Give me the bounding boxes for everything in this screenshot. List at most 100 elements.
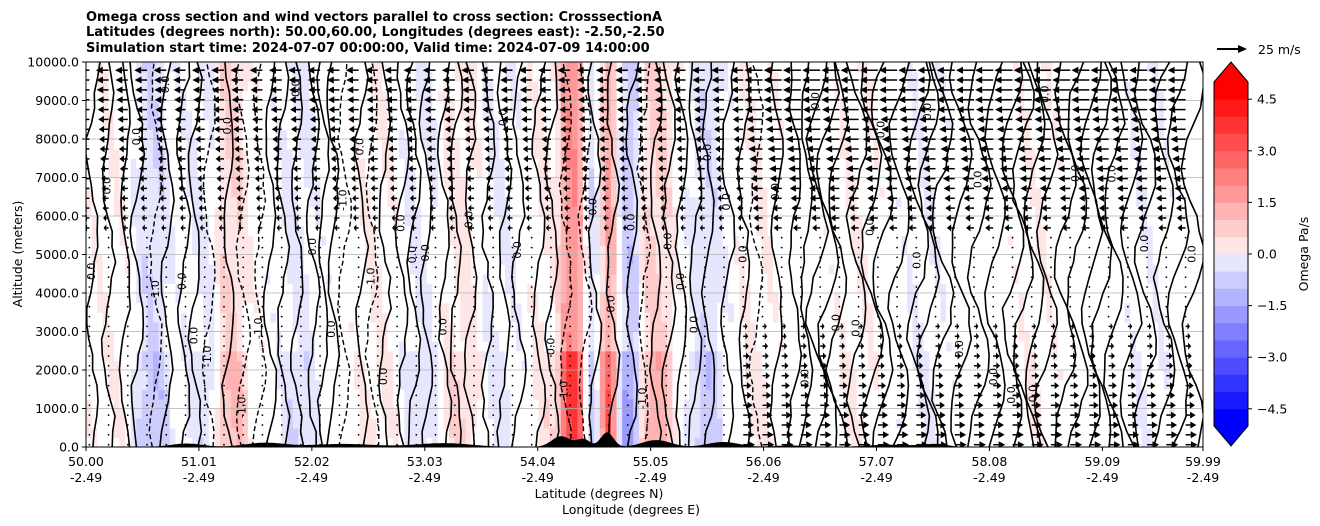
omega-cell xyxy=(197,119,204,130)
omega-cell xyxy=(616,119,623,130)
omega-cell xyxy=(376,71,383,82)
omega-cell xyxy=(320,312,327,323)
omega-cell xyxy=(443,331,450,342)
omega-cell xyxy=(387,90,394,102)
omega-cell xyxy=(555,216,562,227)
omega-cell xyxy=(192,71,199,82)
omega-cell xyxy=(376,100,383,111)
omega-cell xyxy=(583,139,590,150)
omega-cell xyxy=(303,90,310,102)
omega-cell xyxy=(633,283,640,294)
omega-cell xyxy=(571,216,579,227)
omega-cell xyxy=(571,81,579,92)
omega-cell xyxy=(147,196,154,207)
omega-cell xyxy=(208,225,216,236)
omega-cell xyxy=(560,360,567,371)
omega-cell xyxy=(426,360,433,371)
omega-cell xyxy=(287,177,294,188)
omega-cell xyxy=(415,408,422,419)
omega-cell xyxy=(113,379,121,390)
omega-cell xyxy=(549,187,556,198)
omega-cell xyxy=(717,244,724,256)
omega-cell xyxy=(594,139,601,150)
omega-cell xyxy=(225,187,232,198)
omega-cell xyxy=(678,177,685,188)
omega-cell xyxy=(739,321,746,333)
omega-cell xyxy=(717,167,724,179)
omega-cell xyxy=(175,293,182,304)
omega-cell xyxy=(130,235,137,246)
omega-cell xyxy=(409,62,417,73)
omega-cell xyxy=(543,216,551,227)
omega-cell xyxy=(342,110,350,121)
omega-cell xyxy=(281,90,288,102)
omega-cell xyxy=(493,293,500,304)
omega-cell xyxy=(130,408,137,419)
omega-cell xyxy=(717,427,724,438)
omega-cell xyxy=(460,148,467,159)
omega-cell xyxy=(672,321,679,333)
omega-cell xyxy=(638,379,646,390)
omega-cell xyxy=(203,312,210,323)
omega-cell xyxy=(186,370,193,381)
omega-cell xyxy=(610,119,618,130)
omega-cell xyxy=(476,119,484,130)
omega-cell xyxy=(153,254,160,265)
omega-cell xyxy=(292,177,299,188)
omega-cell xyxy=(700,235,707,246)
omega-cell xyxy=(594,389,601,400)
omega-cell xyxy=(192,206,199,217)
omega-cell xyxy=(488,312,495,323)
omega-cell xyxy=(454,254,461,265)
omega-cell xyxy=(571,244,579,256)
omega-cell xyxy=(337,293,344,304)
omega-cell xyxy=(153,283,160,294)
omega-cell xyxy=(192,196,199,207)
omega-cell xyxy=(756,129,763,140)
omega-cell xyxy=(415,110,422,121)
omega-cell xyxy=(700,90,707,102)
omega-cell xyxy=(220,100,227,111)
omega-cell xyxy=(192,254,199,265)
omega-cell xyxy=(504,379,512,390)
omega-cell xyxy=(337,254,344,265)
omega-cell xyxy=(281,321,288,333)
omega-cell xyxy=(750,90,757,102)
omega-cell xyxy=(242,331,249,342)
omega-cell xyxy=(130,187,137,198)
omega-cell xyxy=(599,302,607,313)
omega-cell xyxy=(622,273,629,284)
omega-cell xyxy=(666,110,674,121)
omega-cell xyxy=(108,81,115,92)
omega-cell xyxy=(270,81,277,92)
omega-cell xyxy=(247,437,255,447)
omega-cell xyxy=(555,379,562,390)
omega-cell xyxy=(169,427,176,438)
omega-cell xyxy=(516,427,523,438)
omega-cell xyxy=(728,235,735,246)
omega-cell xyxy=(532,350,539,361)
omega-cell xyxy=(689,350,696,361)
omega-cell xyxy=(354,148,361,159)
omega-cell xyxy=(532,119,539,130)
omega-cell xyxy=(650,62,657,73)
omega-cell xyxy=(242,244,249,256)
omega-cell xyxy=(113,244,121,256)
omega-cell xyxy=(348,177,355,188)
omega-cell xyxy=(661,408,668,419)
omega-cell xyxy=(610,235,618,246)
omega-cell xyxy=(750,321,757,333)
omega-cell xyxy=(599,216,607,227)
omega-cell xyxy=(471,235,478,246)
omega-cell xyxy=(538,167,545,179)
omega-cell xyxy=(421,167,428,179)
omega-cell xyxy=(426,379,433,390)
omega-cell xyxy=(415,177,422,188)
omega-cell xyxy=(102,139,109,150)
omega-cell xyxy=(153,418,160,429)
omega-cell xyxy=(650,90,657,102)
omega-cell xyxy=(510,158,517,169)
omega-cell xyxy=(130,71,137,82)
omega-cell xyxy=(588,321,595,333)
omega-cell xyxy=(409,158,417,169)
